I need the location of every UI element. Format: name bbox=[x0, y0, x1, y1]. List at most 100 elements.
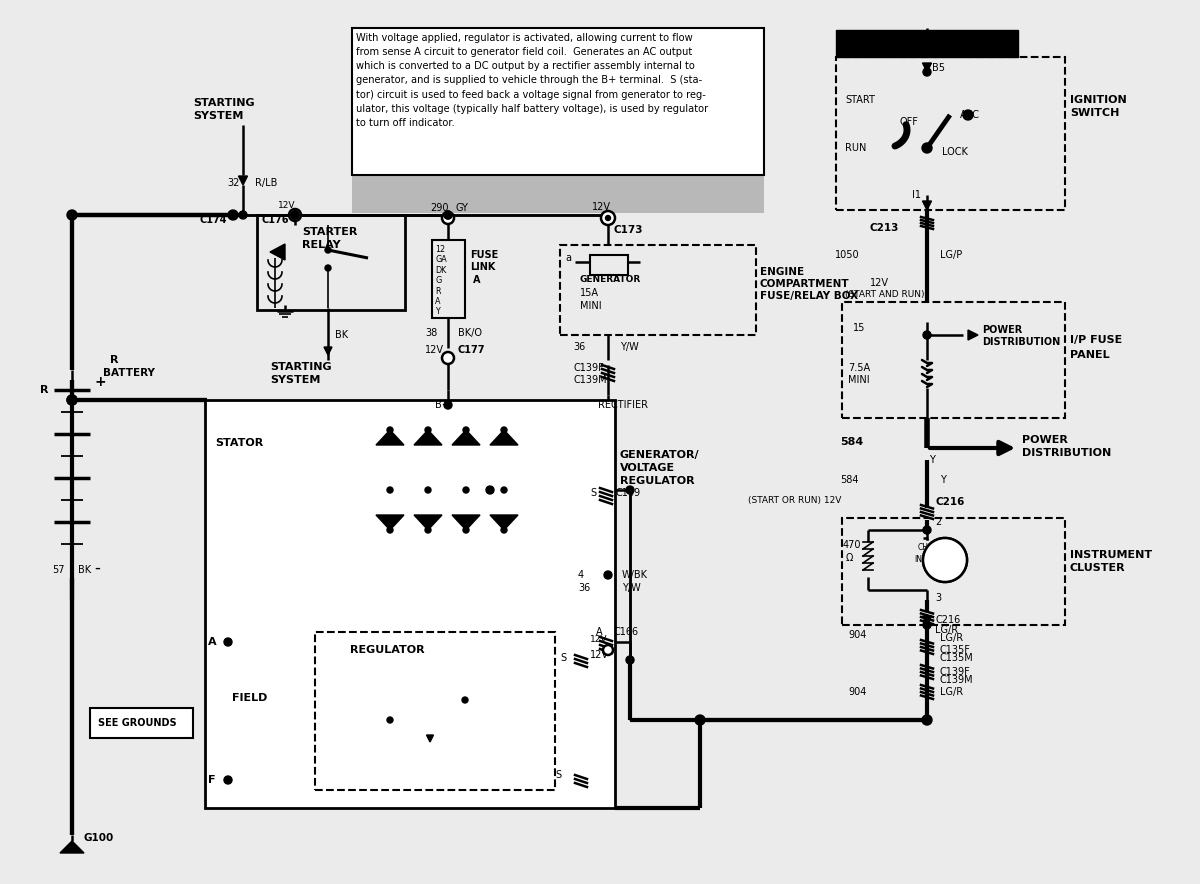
Circle shape bbox=[293, 213, 298, 217]
Text: I/P FUSE: I/P FUSE bbox=[1070, 335, 1122, 345]
Text: GY: GY bbox=[455, 203, 468, 213]
Circle shape bbox=[325, 247, 331, 253]
Text: 904: 904 bbox=[848, 687, 866, 697]
Text: C139M: C139M bbox=[940, 675, 973, 685]
Text: INSTRUMENT: INSTRUMENT bbox=[1070, 550, 1152, 560]
Circle shape bbox=[502, 527, 508, 533]
Text: A: A bbox=[473, 275, 480, 285]
Bar bbox=[560, 245, 756, 335]
Text: 32: 32 bbox=[227, 178, 239, 188]
Text: RECTIFIER: RECTIFIER bbox=[598, 400, 648, 410]
Polygon shape bbox=[452, 430, 480, 445]
Text: I1: I1 bbox=[912, 190, 922, 200]
Text: MINI: MINI bbox=[580, 301, 601, 311]
Text: DISTRIBUTION: DISTRIBUTION bbox=[1022, 448, 1111, 458]
Circle shape bbox=[228, 210, 238, 220]
Text: C173: C173 bbox=[614, 225, 643, 235]
Circle shape bbox=[502, 487, 508, 493]
Circle shape bbox=[444, 401, 452, 409]
Polygon shape bbox=[376, 430, 404, 445]
Circle shape bbox=[923, 538, 967, 582]
Text: FIELD: FIELD bbox=[232, 693, 268, 703]
Text: 12V: 12V bbox=[278, 201, 295, 210]
Text: REGULATOR: REGULATOR bbox=[620, 476, 695, 486]
Circle shape bbox=[463, 487, 469, 493]
Circle shape bbox=[289, 209, 301, 221]
Bar bbox=[432, 240, 466, 318]
Text: FUSE: FUSE bbox=[470, 250, 498, 260]
Text: STATOR: STATOR bbox=[215, 438, 263, 448]
Circle shape bbox=[923, 68, 931, 76]
Text: PANEL: PANEL bbox=[1070, 350, 1110, 360]
Text: 12V: 12V bbox=[590, 650, 610, 660]
Circle shape bbox=[425, 427, 431, 433]
Text: C169: C169 bbox=[616, 488, 640, 498]
Text: STARTER: STARTER bbox=[302, 227, 358, 237]
Text: LG/R: LG/R bbox=[940, 633, 964, 643]
Text: Y/W: Y/W bbox=[620, 342, 638, 352]
Text: C216: C216 bbox=[935, 615, 960, 625]
Circle shape bbox=[486, 486, 494, 494]
Polygon shape bbox=[923, 201, 931, 210]
Circle shape bbox=[67, 395, 77, 405]
Circle shape bbox=[292, 211, 299, 219]
Text: 15: 15 bbox=[853, 323, 865, 333]
Text: 36: 36 bbox=[574, 342, 586, 352]
Text: 584: 584 bbox=[840, 437, 863, 447]
Circle shape bbox=[239, 211, 247, 219]
Circle shape bbox=[425, 527, 431, 533]
Text: BK/O: BK/O bbox=[458, 328, 482, 338]
Text: MINI: MINI bbox=[848, 375, 870, 385]
Polygon shape bbox=[414, 515, 442, 530]
Text: 12V: 12V bbox=[590, 636, 607, 644]
Text: C135F: C135F bbox=[940, 645, 971, 655]
Text: C135M: C135M bbox=[940, 653, 973, 663]
Text: 36: 36 bbox=[578, 583, 590, 593]
Text: With voltage applied, regulator is activated, allowing current to flow
from sens: With voltage applied, regulator is activ… bbox=[356, 33, 708, 128]
Text: START: START bbox=[845, 95, 875, 105]
Text: BK: BK bbox=[78, 565, 91, 575]
Circle shape bbox=[444, 211, 452, 219]
Text: 904: 904 bbox=[848, 630, 866, 640]
Text: S: S bbox=[590, 488, 596, 498]
Text: B+: B+ bbox=[436, 400, 450, 410]
Text: A: A bbox=[208, 637, 217, 647]
Text: B5: B5 bbox=[932, 63, 946, 73]
Circle shape bbox=[224, 776, 232, 784]
Text: COMPARTMENT: COMPARTMENT bbox=[760, 279, 850, 289]
Text: S: S bbox=[560, 653, 566, 663]
Circle shape bbox=[425, 487, 431, 493]
Text: (START OR RUN) 12V: (START OR RUN) 12V bbox=[748, 496, 841, 505]
Polygon shape bbox=[270, 244, 286, 260]
Polygon shape bbox=[252, 690, 264, 706]
Text: LOCK: LOCK bbox=[942, 147, 968, 157]
Bar bbox=[257, 215, 406, 310]
Text: SWITCH: SWITCH bbox=[1070, 108, 1120, 118]
Text: 12
GA
DK
G
R
A
Y: 12 GA DK G R A Y bbox=[436, 245, 446, 316]
Bar bbox=[205, 400, 616, 808]
Circle shape bbox=[604, 645, 613, 655]
Circle shape bbox=[923, 621, 931, 629]
Text: 584: 584 bbox=[840, 475, 858, 485]
Circle shape bbox=[922, 715, 932, 725]
Circle shape bbox=[444, 211, 452, 219]
Text: R: R bbox=[110, 355, 119, 365]
Circle shape bbox=[695, 715, 706, 725]
Text: DISTRIBUTION: DISTRIBUTION bbox=[982, 337, 1061, 347]
Polygon shape bbox=[414, 430, 442, 445]
Text: C216: C216 bbox=[935, 497, 965, 507]
Text: 15A: 15A bbox=[580, 288, 599, 298]
Text: POWER: POWER bbox=[982, 325, 1022, 335]
Text: C176: C176 bbox=[262, 215, 289, 225]
Text: Y: Y bbox=[929, 455, 935, 465]
Bar bbox=[836, 30, 1018, 57]
Polygon shape bbox=[60, 841, 84, 853]
Text: R/LB: R/LB bbox=[256, 178, 277, 188]
Text: Y/W: Y/W bbox=[622, 583, 641, 593]
Text: 3: 3 bbox=[935, 593, 941, 603]
Text: C213: C213 bbox=[870, 223, 899, 233]
Circle shape bbox=[224, 638, 232, 646]
Circle shape bbox=[386, 427, 394, 433]
Circle shape bbox=[386, 527, 394, 533]
Circle shape bbox=[463, 427, 469, 433]
